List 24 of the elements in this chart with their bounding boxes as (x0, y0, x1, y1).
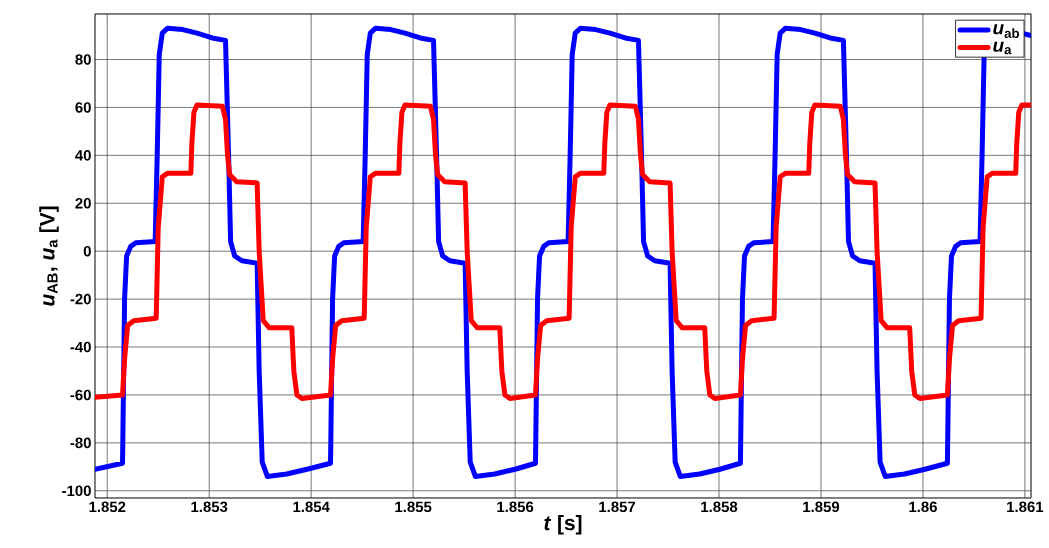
y-tick-label: -60 (70, 389, 91, 401)
x-axis-title: t [s] (544, 514, 582, 535)
x-tick-label: 1.857 (599, 501, 636, 513)
y-tick-label: -20 (70, 293, 91, 305)
x-tick-label: 1.861 (1007, 501, 1044, 513)
x-tick-label: 1.859 (803, 501, 840, 513)
y-tick-label: 80 (75, 54, 91, 65)
y-tick-label: -40 (70, 341, 91, 353)
y-tick-label: 60 (75, 102, 91, 113)
y-axis-title: u$_{AB}$, u$_{a}$ [V] (39, 206, 59, 306)
x-tick-label: 1.856 (497, 501, 534, 513)
x-tick-label: 1.852 (89, 501, 126, 513)
y-tick-label: -100 (62, 485, 91, 497)
x-tick-label: 1.86 (909, 501, 937, 513)
legend-label: u$_{ab}$ (993, 24, 1020, 38)
y-tick-label: -80 (70, 437, 91, 449)
x-tick-label: 1.855 (395, 501, 432, 513)
legend-label: u$_{a}$ (993, 41, 1012, 55)
x-tick-label: 1.854 (293, 501, 330, 513)
x-tick-label: 1.853 (191, 501, 228, 513)
x-tick-label: 1.858 (701, 501, 738, 513)
y-tick-label: 20 (75, 197, 91, 209)
y-tick-label: 40 (75, 150, 91, 161)
y-tick-label: 0 (83, 245, 91, 257)
